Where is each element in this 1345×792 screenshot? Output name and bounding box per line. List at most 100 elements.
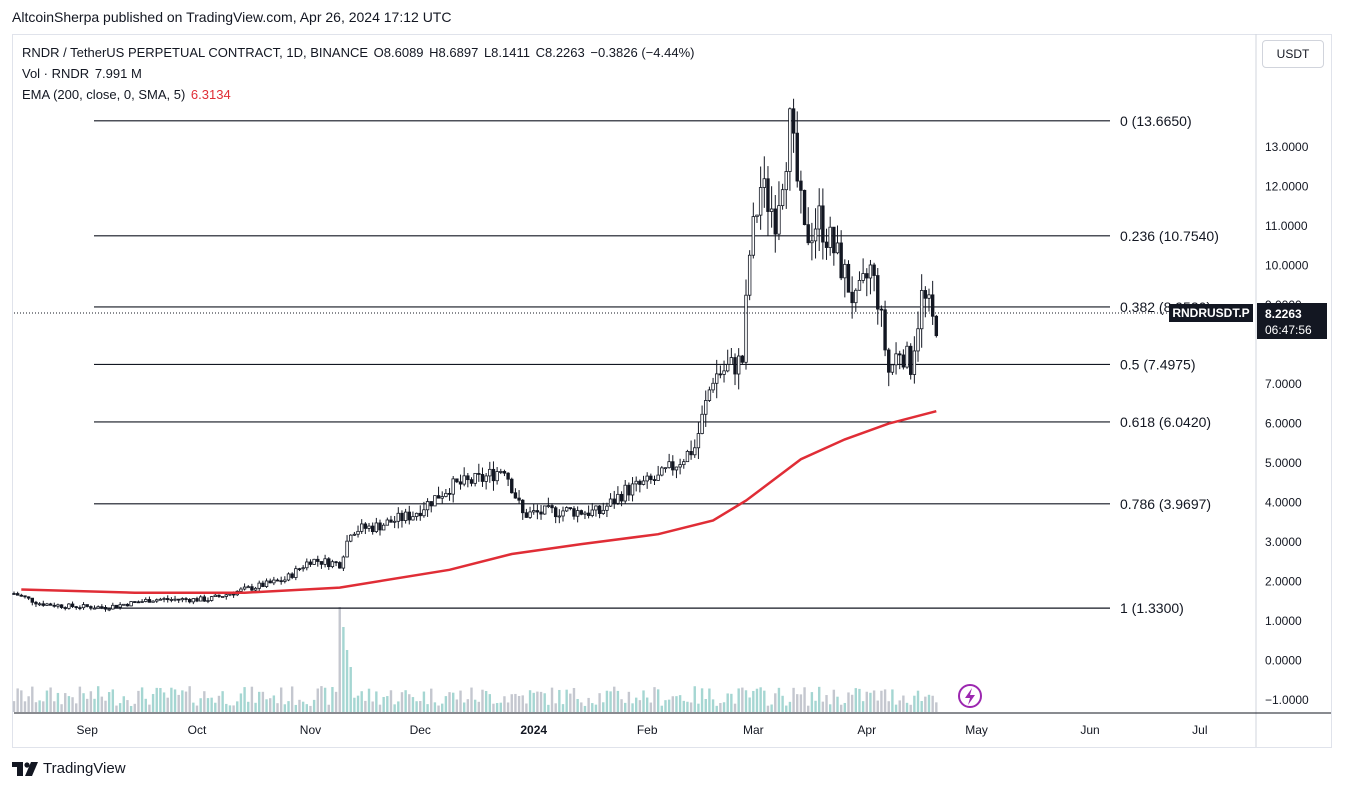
volume-bar	[722, 702, 726, 712]
volume-bar	[580, 702, 583, 712]
price-tick-5: 7.0000	[1265, 377, 1302, 391]
volume-bar	[920, 701, 923, 712]
candle	[338, 561, 342, 569]
legend-symbol-row: RNDR / TetherUS PERPETUAL CONTRACT, 1D, …	[22, 45, 696, 60]
volume-bar	[796, 694, 799, 712]
price-tick-0: 13.0000	[1265, 140, 1309, 154]
candle	[572, 506, 576, 520]
volume-bar	[774, 693, 777, 712]
candle	[433, 495, 437, 507]
candle	[810, 222, 814, 261]
candle	[795, 111, 799, 188]
candle	[367, 522, 371, 532]
volume-bars	[12, 607, 938, 712]
candle	[685, 449, 690, 463]
symbol-title[interactable]: RNDR / TetherUS PERPETUAL CONTRACT, 1D, …	[22, 45, 369, 60]
candle	[316, 555, 320, 567]
volume-bar	[225, 703, 228, 712]
candle	[747, 250, 752, 301]
candle	[817, 188, 821, 251]
candle	[707, 386, 712, 402]
volume-bar	[210, 697, 213, 712]
price-change: −0.3826 (−4.44%)	[590, 45, 695, 60]
volume-bar	[323, 687, 327, 712]
candle	[220, 596, 225, 598]
ema-label[interactable]: EMA (200, close, 0, SMA, 5)	[22, 87, 186, 102]
volume-bar	[905, 702, 909, 712]
candle	[458, 474, 463, 490]
volume-bar	[107, 692, 111, 712]
candle	[59, 604, 64, 609]
volume-bar	[506, 702, 510, 712]
volume-bar	[715, 705, 718, 712]
volume-bar	[788, 701, 792, 712]
candle	[909, 343, 913, 380]
candle	[477, 463, 481, 482]
candle	[414, 512, 419, 521]
time-tick-2: Nov	[300, 723, 321, 737]
volume-bar	[605, 690, 609, 712]
tradingview-logo[interactable]: TradingView	[12, 760, 126, 777]
price-tick-9: 3.0000	[1265, 535, 1302, 549]
volume-bar	[382, 696, 385, 712]
volume-bar	[78, 686, 82, 712]
time-tick-4: 2024	[520, 723, 547, 737]
candle	[715, 359, 719, 399]
candle	[550, 503, 554, 514]
candle	[579, 509, 583, 516]
price-axis-ticks: 13.000012.000011.000010.00009.00007.0000…	[1265, 140, 1309, 707]
candle	[733, 353, 737, 386]
chart-frame	[12, 34, 1332, 748]
candle	[30, 597, 34, 606]
volume-bar	[294, 704, 298, 712]
volume-bar	[678, 695, 682, 712]
volume-bar	[638, 700, 642, 712]
volume-bar	[591, 703, 594, 712]
volume-bar	[261, 691, 265, 712]
volume-bar	[312, 699, 316, 712]
volume-bar	[697, 703, 700, 712]
candle	[846, 260, 851, 293]
volume-bar	[45, 690, 49, 712]
ohlc-low: L8.1411	[483, 45, 530, 60]
time-tick-3: Dec	[410, 723, 431, 737]
lightning-icon[interactable]	[958, 684, 982, 708]
volume-bar	[565, 689, 568, 712]
candle	[19, 593, 24, 597]
candle	[821, 188, 825, 260]
candle	[879, 305, 884, 327]
volume-bar	[624, 702, 627, 712]
candle	[901, 349, 906, 370]
candle	[440, 491, 444, 504]
candle	[286, 572, 291, 582]
volume-bar	[214, 702, 217, 712]
candle	[195, 596, 199, 603]
volume-bar	[408, 694, 411, 712]
candle	[81, 602, 86, 610]
candle	[835, 225, 840, 255]
price-tick-12: 0.0000	[1265, 654, 1302, 668]
candle	[403, 508, 408, 524]
candle	[327, 557, 331, 570]
volume-bar	[726, 693, 729, 712]
currency-button[interactable]: USDT	[1262, 40, 1324, 68]
volume-bar	[232, 705, 235, 712]
volume-bar	[536, 691, 539, 712]
volume-bar	[514, 693, 517, 712]
candle	[532, 503, 536, 515]
candle	[784, 162, 788, 209]
volume-bar	[704, 699, 707, 712]
volume-label[interactable]: Vol · RNDR	[22, 66, 90, 81]
candle	[586, 505, 591, 519]
volume-bar	[583, 705, 587, 712]
candle	[736, 348, 741, 390]
volume-bar	[155, 687, 158, 712]
candle	[619, 491, 624, 507]
candle	[898, 350, 902, 370]
volume-bar	[839, 704, 843, 712]
candle	[634, 476, 638, 492]
candle	[521, 499, 525, 520]
volume-bar	[847, 692, 850, 712]
volume-bar	[543, 693, 546, 712]
